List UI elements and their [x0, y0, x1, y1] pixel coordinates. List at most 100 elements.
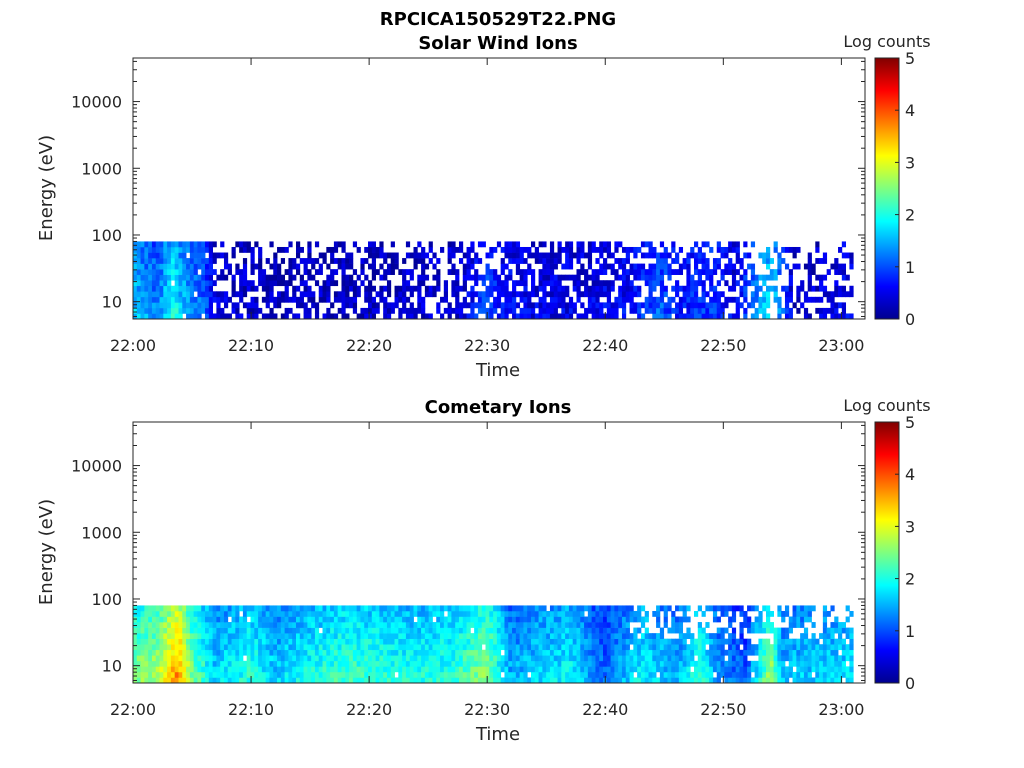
heatmap-cell [466, 671, 471, 678]
heatmap-cell [849, 313, 854, 320]
heatmap-cell [417, 627, 422, 634]
heatmap-cell [739, 666, 744, 673]
heatmap-cell [546, 258, 551, 264]
heatmap-cell [693, 307, 699, 314]
heatmap-cell [352, 655, 358, 662]
heatmap-cell [314, 649, 320, 656]
heatmap-cell [481, 307, 486, 314]
heatmap-cell [182, 638, 187, 645]
heatmap-cell [405, 677, 411, 684]
heatmap-cell [398, 644, 403, 651]
heatmap-cell [637, 644, 642, 651]
heatmap-cell [697, 633, 702, 639]
heatmap-cell [390, 616, 395, 623]
heatmap-cell [345, 280, 350, 287]
heatmap-cell [822, 671, 828, 678]
heatmap-cell [697, 660, 702, 667]
heatmap-cell [481, 610, 486, 617]
heatmap-cell [178, 677, 183, 684]
heatmap-cell [728, 633, 733, 639]
heatmap-cell [735, 671, 740, 678]
heatmap-cell [561, 633, 566, 639]
heatmap-cell [637, 307, 642, 314]
heatmap-cell [633, 307, 638, 314]
heatmap-cell [766, 616, 771, 623]
heatmap-cell [144, 307, 149, 314]
heatmap-cell [318, 610, 323, 617]
heatmap-cell [269, 307, 274, 314]
heatmap-cell [356, 649, 361, 656]
heatmap-cell [288, 638, 293, 645]
heatmap-cell [549, 269, 555, 275]
heatmap-cell [493, 280, 498, 287]
heatmap-cell [280, 655, 286, 662]
heatmap-cell [451, 605, 456, 612]
heatmap-cell [527, 677, 532, 684]
heatmap-cell [621, 666, 627, 673]
heatmap-cell [792, 622, 797, 628]
heatmap-cell [371, 649, 376, 656]
heatmap-cell [834, 280, 839, 287]
heatmap-cell [246, 285, 251, 292]
heatmap-cell [443, 633, 449, 639]
heatmap-cell [697, 302, 702, 309]
heatmap-cell [580, 302, 585, 309]
heatmap-cell [549, 302, 555, 309]
heatmap-cell [311, 610, 316, 617]
heatmap-cell [599, 307, 604, 314]
heatmap-cell [754, 644, 759, 651]
heatmap-cell [777, 627, 782, 634]
heatmap-cell [542, 627, 547, 634]
heatmap-cell [523, 296, 528, 303]
heatmap-cell [208, 605, 213, 612]
heatmap-cell [515, 655, 521, 662]
heatmap-cell [151, 291, 157, 298]
y-axis-label: Energy (eV) [36, 135, 57, 241]
heatmap-cell [333, 296, 339, 303]
heatmap-cell [379, 241, 384, 248]
heatmap-cell [485, 252, 490, 259]
heatmap-cell [788, 285, 793, 292]
heatmap-cell [534, 655, 539, 662]
heatmap-cell [599, 241, 604, 248]
heatmap-cell [189, 644, 195, 651]
heatmap-cell [216, 252, 221, 259]
heatmap-cell [519, 291, 524, 298]
heatmap-cell [242, 280, 248, 287]
heatmap-cell [784, 677, 790, 684]
heatmap-cell [258, 269, 263, 275]
heatmap-cell [201, 671, 206, 678]
heatmap-cell [186, 627, 191, 634]
heatmap-cell [663, 638, 668, 645]
heatmap-cell [383, 307, 388, 314]
heatmap-cell [428, 655, 433, 662]
heatmap-cell [151, 616, 157, 623]
heatmap-cell [375, 627, 380, 634]
heatmap-cell [307, 307, 312, 314]
heatmap-cell [800, 605, 805, 612]
heatmap-cell [477, 622, 483, 628]
heatmap-cell [512, 660, 517, 667]
heatmap-cell [496, 671, 502, 678]
heatmap-cell [747, 627, 752, 634]
heatmap-cell [133, 644, 138, 651]
heatmap-cell [421, 638, 426, 645]
heatmap-cell [712, 307, 718, 314]
heatmap-cell [133, 605, 138, 612]
heatmap-cell [830, 638, 835, 645]
heatmap-cell [690, 252, 695, 259]
heatmap-cell [148, 269, 153, 275]
heatmap-cell [519, 671, 524, 678]
heatmap-cell [553, 638, 558, 645]
heatmap-cell [822, 285, 828, 292]
heatmap-cell [769, 285, 774, 292]
heatmap-cell [292, 677, 297, 684]
heatmap-cell [413, 263, 418, 270]
heatmap-cell [432, 605, 437, 612]
heatmap-cell [527, 660, 532, 667]
heatmap-cell [227, 666, 232, 673]
heatmap-cell [656, 313, 661, 320]
heatmap-cell [716, 649, 721, 656]
heatmap-cell [280, 616, 286, 623]
x-tick-label: 22:30 [464, 700, 510, 719]
